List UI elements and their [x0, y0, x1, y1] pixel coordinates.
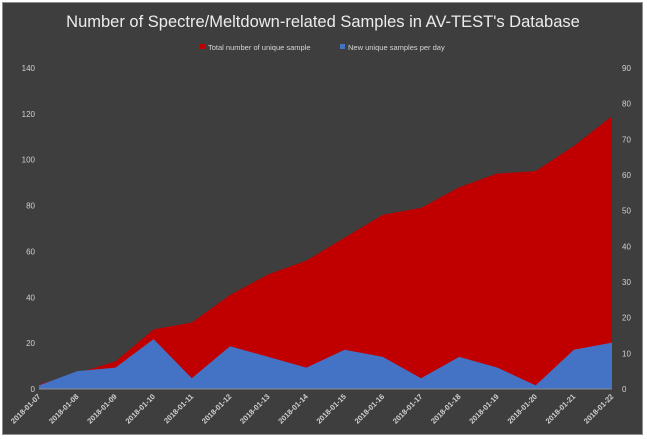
chart-frame: Number of Spectre/Meltdown-related Sampl…: [2, 2, 643, 435]
y-axis-right: 0 10 20 30 40 50 60 70 80 90: [622, 64, 631, 394]
x-tick-label: 2018-01-21: [544, 392, 577, 425]
y-right-tick-label: 90: [622, 64, 631, 73]
area-new-samples-per-day: [39, 339, 612, 389]
y-left-tick-label: 140: [22, 64, 36, 73]
y-left-tick-label: 100: [22, 156, 36, 165]
y-right-tick-label: 10: [622, 349, 631, 358]
y-right-tick-label: 20: [622, 314, 631, 323]
legend-label-new: New unique samples per day: [348, 43, 445, 52]
chart-svg: Number of Spectre/Meltdown-related Sampl…: [9, 13, 632, 426]
x-tick-label: 2018-01-07: [9, 392, 42, 425]
legend-swatch-total: [200, 44, 205, 49]
legend-label-total: Total number of unique sample: [208, 43, 311, 52]
y-left-tick-label: 20: [26, 339, 35, 348]
y-left-tick-label: 60: [26, 247, 35, 256]
y-right-tick-label: 60: [622, 171, 631, 180]
chart-legend: Total number of unique sample New unique…: [200, 43, 445, 52]
y-right-tick-label: 70: [622, 135, 631, 144]
y-right-tick-label: 30: [622, 278, 631, 287]
y-left-tick-label: 40: [26, 293, 35, 302]
y-right-tick-label: 80: [622, 100, 631, 109]
x-tick-label: 2018-01-22: [582, 392, 615, 425]
y-right-tick-label: 40: [622, 242, 631, 251]
area-total-unique-samples: [39, 116, 612, 390]
y-right-tick-label: 0: [622, 385, 627, 394]
x-tick-label: 2018-01-19: [467, 392, 500, 425]
chart-title: Number of Spectre/Meltdown-related Sampl…: [66, 13, 580, 31]
y-axis-left: 0 20 40 60 80 100 120 140: [22, 64, 36, 394]
x-tick-label: 2018-01-16: [353, 392, 386, 425]
x-tick-label: 2018-01-17: [391, 392, 424, 425]
x-tick-label: 2018-01-14: [276, 391, 310, 425]
y-left-tick-label: 120: [22, 110, 36, 119]
x-tick-label: 2018-01-10: [124, 392, 157, 425]
x-tick-label: 2018-01-15: [315, 392, 348, 425]
y-right-tick-label: 50: [622, 207, 631, 216]
x-tick-label: 2018-01-09: [85, 392, 118, 425]
x-tick-label: 2018-01-18: [429, 392, 462, 425]
x-tick-label: 2018-01-20: [506, 392, 539, 425]
y-left-tick-label: 0: [31, 385, 36, 394]
x-tick-label: 2018-01-12: [200, 392, 233, 425]
x-axis: 2018-01-07 2018-01-08 2018-01-09 2018-01-10…: [9, 391, 615, 425]
x-tick-label: 2018-01-08: [47, 392, 80, 425]
legend-swatch-new: [340, 44, 345, 49]
x-tick-label: 2018-01-13: [238, 392, 271, 425]
y-left-tick-label: 80: [26, 202, 35, 211]
x-tick-label: 2018-01-11: [162, 392, 195, 425]
